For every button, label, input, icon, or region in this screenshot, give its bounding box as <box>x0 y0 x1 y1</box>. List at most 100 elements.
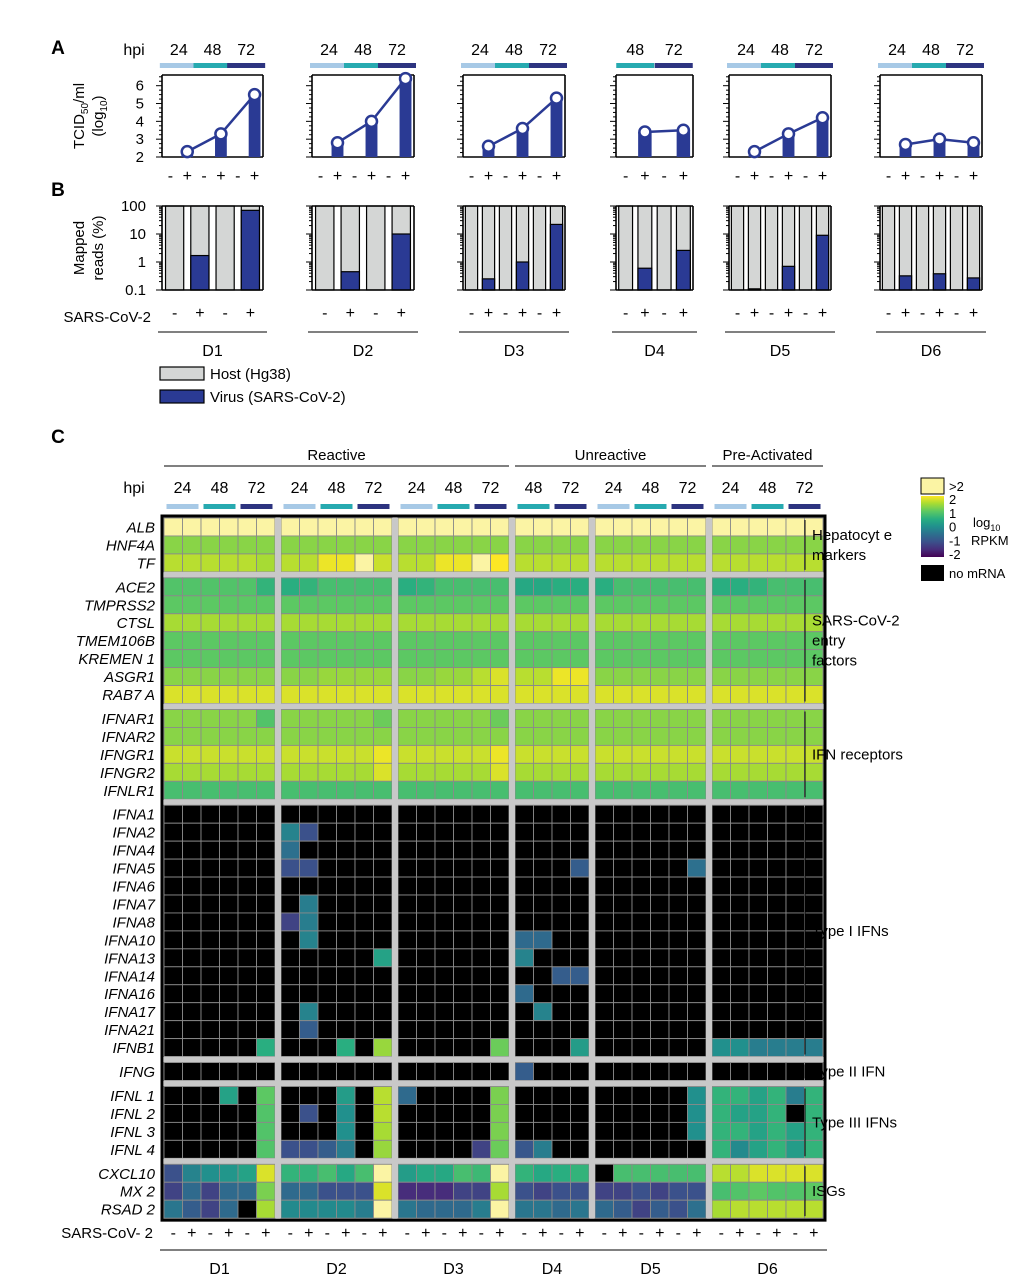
heatmap-cell <box>767 762 787 782</box>
row-separator <box>164 1056 823 1063</box>
host-bar <box>798 205 813 291</box>
heatmap-cell <box>471 858 491 878</box>
heatmap-cell <box>711 1038 731 1057</box>
y-tick-label-a: 4 <box>136 113 144 130</box>
heatmap-cell <box>163 876 183 896</box>
heatmap-cell <box>373 1199 393 1219</box>
heatmap-cell <box>613 685 633 704</box>
heatmap-cell <box>182 780 202 800</box>
heatmap-cell <box>182 1121 202 1141</box>
heatmap-cell <box>533 822 553 842</box>
heatmap-cell <box>570 1121 590 1141</box>
heatmap-cell <box>748 613 768 633</box>
heatmap-cell <box>533 1121 553 1141</box>
heatmap-cell <box>650 1086 670 1105</box>
heatmap-cell <box>748 1139 768 1159</box>
heatmap-cell <box>613 840 633 860</box>
heatmap-cell <box>650 631 670 651</box>
heatmap-cell <box>730 822 750 842</box>
heatmap-cell <box>748 858 768 878</box>
heatmap-cell <box>336 930 356 950</box>
heatmap-cell <box>730 1163 750 1183</box>
heatmap-cell <box>280 1199 300 1219</box>
heatmap-cell <box>434 822 454 842</box>
heatmap-cell <box>354 517 374 537</box>
infection-sign-c: + <box>692 1225 701 1242</box>
heatmap-cell <box>687 948 707 968</box>
heatmap-cell <box>434 894 454 914</box>
heatmap-cell <box>256 577 276 597</box>
heatmap-cell <box>434 517 454 537</box>
heatmap-cell <box>551 1121 571 1141</box>
heatmap-cell <box>182 535 202 555</box>
heatmap-cell <box>416 780 436 800</box>
heatmap-cell <box>650 1163 670 1183</box>
heatmap-cell <box>397 966 417 986</box>
heatmap-cell <box>533 1103 553 1123</box>
heatmap-cell <box>668 948 688 968</box>
subplot-a-D5 <box>723 74 832 159</box>
hpi-label: 24 <box>170 42 188 59</box>
heatmap-cell <box>767 876 787 896</box>
heatmap-cell <box>514 930 534 950</box>
heatmap-cell <box>336 1121 356 1141</box>
heatmap-cell <box>570 631 590 651</box>
subplot-b-D4 <box>610 205 694 291</box>
heatmap-cell <box>237 595 257 615</box>
heatmap-cell <box>299 709 319 728</box>
gene-label: ALB <box>126 519 155 536</box>
gene-label: ACE2 <box>115 579 156 596</box>
heatmap-cell <box>613 1038 633 1057</box>
heatmap-cell <box>453 631 473 651</box>
heatmap-cell <box>668 1199 688 1219</box>
heatmap-cell <box>785 631 805 651</box>
heatmap-cell <box>490 894 510 914</box>
heatmap-cell <box>785 894 805 914</box>
heatmap-cell <box>299 930 319 950</box>
heatmap-cell <box>748 1103 768 1123</box>
heatmap-cell <box>687 649 707 669</box>
heatmap-cell <box>182 631 202 651</box>
heatmap-cell <box>687 840 707 860</box>
host-bar <box>365 205 386 291</box>
heatmap-cell <box>668 744 688 764</box>
subplot-a-D6 <box>874 74 983 158</box>
heatmap-cell <box>256 517 276 537</box>
heatmap-cell <box>219 1038 239 1057</box>
heatmap-cell <box>711 894 731 914</box>
heatmap-cell <box>551 1086 571 1105</box>
heatmap-cell <box>280 912 300 932</box>
heatmap-cell <box>299 1103 319 1123</box>
donor-label-b: D6 <box>921 343 942 360</box>
heatmap-cell <box>416 595 436 615</box>
heatmap-cell <box>613 535 633 555</box>
heatmap-cell <box>200 709 220 728</box>
heatmap-cell <box>299 858 319 878</box>
hpi-label: 72 <box>248 480 266 497</box>
heatmap-cell <box>200 744 220 764</box>
infection-sign-a: - <box>352 168 357 185</box>
heatmap-cell <box>533 1199 553 1219</box>
heatmap-cell <box>613 912 633 932</box>
heatmap-cell <box>280 1181 300 1201</box>
heatmap-cell <box>613 577 633 597</box>
heatmap-cell <box>416 1139 436 1159</box>
heatmap-cell <box>280 822 300 842</box>
heatmap-cell <box>354 685 374 704</box>
heatmap-cell <box>570 727 590 746</box>
heatmap-cell <box>687 1181 707 1201</box>
heatmap-cell <box>785 1086 805 1105</box>
heatmap-cell <box>650 709 670 728</box>
heatmap-cell <box>416 966 436 986</box>
heatmap-cell <box>453 577 473 597</box>
heatmap-cell <box>631 912 651 932</box>
heatmap-cell <box>490 1163 510 1183</box>
heatmap-cell <box>594 822 614 842</box>
heatmap-cell <box>594 709 614 728</box>
y-label-part: TCID <box>71 114 88 149</box>
heatmap-cell <box>397 577 417 597</box>
y-label-part: /ml <box>71 83 88 103</box>
heatmap-cell <box>416 1199 436 1219</box>
heatmap-cell <box>711 595 731 615</box>
heatmap-cell <box>551 1103 571 1123</box>
